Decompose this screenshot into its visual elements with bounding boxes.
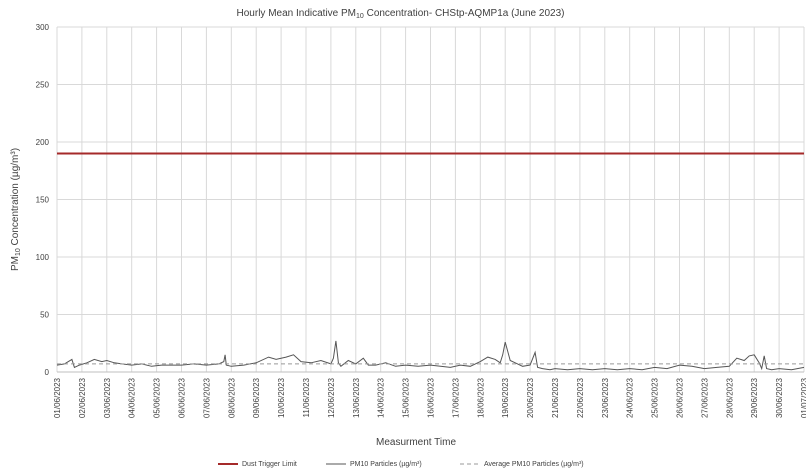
x-tick-label: 28/06/2023 bbox=[725, 377, 734, 418]
x-tick-label: 04/06/2023 bbox=[128, 377, 137, 418]
x-tick-label: 11/06/2023 bbox=[302, 377, 311, 417]
grid bbox=[56, 26, 805, 373]
x-axis-ticks: 01/06/2023 02/06/2023 03/06/2023 04/06/2023… bbox=[53, 377, 806, 418]
x-tick-label: 03/06/2023 bbox=[103, 377, 112, 418]
chart-title: Hourly Mean Indicative PM10 Concentratio… bbox=[237, 8, 565, 20]
y-tick-label: 0 bbox=[45, 368, 50, 377]
x-tick-label: 29/06/2023 bbox=[750, 377, 759, 418]
x-tick-label: 25/06/2023 bbox=[651, 377, 660, 418]
y-axis-title-suffix: Concentration (µg/m³) bbox=[10, 148, 21, 248]
x-tick-label: 27/06/2023 bbox=[700, 377, 709, 418]
x-tick-label: 30/06/2023 bbox=[775, 377, 784, 418]
y-tick-label: 50 bbox=[40, 311, 49, 320]
x-tick-label: 21/06/2023 bbox=[551, 377, 560, 418]
y-axis-ticks: 0 50 100 150 200 250 300 bbox=[36, 23, 50, 377]
chart-title-suffix: Concentration- CHStp-AQMP1a (June 2023) bbox=[364, 8, 565, 19]
x-tick-label: 06/06/2023 bbox=[178, 377, 187, 418]
legend-label-3: Average PM10 Particles (µg/m³) bbox=[484, 461, 584, 468]
y-axis-title-prefix: PM bbox=[10, 256, 21, 271]
series-line-2 bbox=[56, 340, 805, 371]
x-tick-label: 17/06/2023 bbox=[451, 377, 460, 418]
x-tick-label: 01/06/2023 bbox=[53, 377, 62, 418]
y-axis-title: PM10 Concentration (µg/m³) bbox=[10, 148, 22, 271]
x-tick-label: 20/06/2023 bbox=[526, 377, 535, 418]
y-axis-title-subscript: 10 bbox=[15, 248, 22, 256]
x-tick-label: 08/06/2023 bbox=[227, 377, 236, 418]
x-tick-label: 02/06/2023 bbox=[78, 377, 87, 418]
chart-title-subscript: 10 bbox=[356, 13, 364, 20]
x-tick-label: 15/06/2023 bbox=[402, 377, 411, 418]
x-tick-label: 23/06/2023 bbox=[601, 377, 610, 418]
series-layer bbox=[56, 152, 805, 371]
x-tick-label: 10/06/2023 bbox=[277, 377, 286, 418]
x-tick-label: 16/06/2023 bbox=[427, 377, 436, 418]
y-tick-label: 100 bbox=[36, 253, 50, 262]
y-tick-label: 300 bbox=[36, 23, 50, 32]
legend-label-2: PM10 Particles (µg/m³) bbox=[350, 461, 422, 468]
y-tick-label: 200 bbox=[36, 138, 50, 147]
y-tick-label: 250 bbox=[36, 81, 50, 90]
x-tick-label: 19/06/2023 bbox=[501, 377, 510, 418]
x-tick-label: 09/06/2023 bbox=[252, 377, 261, 418]
x-tick-label: 22/06/2023 bbox=[576, 377, 585, 418]
chart-title-prefix: Hourly Mean Indicative PM bbox=[237, 8, 357, 19]
x-axis-title: Measurment Time bbox=[376, 437, 456, 448]
x-tick-label: 14/06/2023 bbox=[377, 377, 386, 418]
x-tick-label: 13/06/2023 bbox=[352, 377, 361, 418]
x-tick-label: 24/06/2023 bbox=[626, 377, 635, 418]
legend: Dust Trigger Limit PM10 Particles (µg/m³)… bbox=[218, 461, 584, 468]
x-tick-label: 05/06/2023 bbox=[153, 377, 162, 418]
x-tick-label: 12/06/2023 bbox=[327, 377, 336, 418]
x-tick-label: 26/06/2023 bbox=[676, 377, 685, 418]
legend-label-1: Dust Trigger Limit bbox=[242, 461, 297, 468]
x-tick-label: 07/06/2023 bbox=[202, 377, 211, 418]
x-tick-label: 18/06/2023 bbox=[476, 377, 485, 418]
y-tick-label: 150 bbox=[36, 196, 50, 205]
x-tick-label: 01/07/2023 bbox=[800, 377, 806, 418]
